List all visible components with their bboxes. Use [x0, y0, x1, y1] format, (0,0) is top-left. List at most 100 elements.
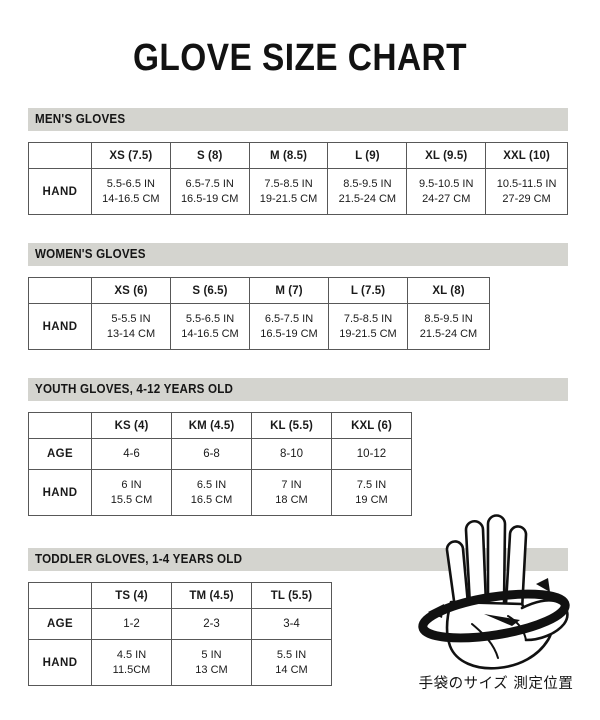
section-band-youth: YOUTH GLOVES, 4-12 YEARS OLD	[28, 378, 568, 401]
cell-hand-xxl: 10.5-11.5 IN 27-29 CM	[485, 168, 568, 215]
cell-line-cm: 15.5 CM	[110, 493, 153, 506]
hand-measure-caption: 手袋のサイズ 測定位置	[418, 676, 574, 692]
cell-age-tl: 3-4	[251, 608, 332, 640]
cell-line-cm: 14 CM	[275, 663, 308, 676]
cell-line-in: 5.5 IN	[276, 648, 307, 661]
section-band-mens: MEN'S GLOVES	[28, 108, 568, 131]
cell-hand-m: 7.5-8.5 IN 19-21.5 CM	[248, 168, 329, 215]
cell-age-ts: 1-2	[91, 608, 172, 640]
row-label-hand: HAND	[28, 639, 92, 686]
cell-line-cm: 19-21.5 CM	[339, 327, 397, 340]
table-corner-cell	[28, 277, 92, 304]
table-row: HAND 5-5.5 IN 13-14 CM 5.5-6.5 IN 14-16.…	[28, 303, 490, 350]
table-corner-cell	[28, 412, 92, 439]
row-label-hand: HAND	[28, 168, 92, 215]
section-toddler-gloves: TODDLER GLOVES, 1-4 YEARS OLD TS (4) TM …	[28, 548, 568, 686]
table-header-row: XS (7.5) S (8) M (8.5) L (9) XL (9.5) XX…	[28, 142, 568, 169]
column-header-xl: XL (9.5)	[406, 142, 487, 169]
table-row: HAND 4.5 IN 11.5CM 5 IN 13 CM 5.5 IN 14 …	[28, 639, 332, 686]
cell-hand-kl: 7 IN 18 CM	[251, 469, 332, 516]
cell-line-in: 7.5-8.5 IN	[343, 312, 393, 325]
cell-line-in: 4.5 IN	[116, 648, 147, 661]
table-mens-gloves: XS (7.5) S (8) M (8.5) L (9) XL (9.5) XX…	[28, 142, 568, 215]
cell-hand-tl: 5.5 IN 14 CM	[251, 639, 332, 686]
row-label-hand: HAND	[28, 469, 92, 516]
cell-hand-tm: 5 IN 13 CM	[171, 639, 252, 686]
cell-line-in: 6 IN	[121, 478, 142, 491]
section-mens-gloves: MEN'S GLOVES XS (7.5) S (8) M (8.5) L (9…	[28, 108, 568, 215]
cell-line-in: 7 IN	[281, 478, 302, 491]
cell-hand-xl: 8.5-9.5 IN 21.5-24 CM	[407, 303, 490, 350]
table-header-row: TS (4) TM (4.5) TL (5.5)	[28, 582, 332, 609]
page-title: GLOVE SIZE CHART	[132, 37, 468, 79]
cell-line-cm: 13-14 CM	[106, 327, 156, 340]
cell-line-cm: 13 CM	[195, 663, 228, 676]
cell-line-in: 5-5.5 IN	[111, 312, 151, 325]
cell-hand-l: 7.5-8.5 IN 19-21.5 CM	[328, 303, 408, 350]
section-band-womens: WOMEN'S GLOVES	[28, 243, 568, 266]
cell-line-in: 9.5-10.5 IN	[419, 177, 474, 190]
cell-hand-l: 8.5-9.5 IN 21.5-24 CM	[327, 168, 408, 215]
column-header-tl: TL (5.5)	[251, 582, 332, 609]
cell-hand-kxl: 7.5 IN 19 CM	[331, 469, 412, 516]
cell-line-in: 10.5-11.5 IN	[496, 177, 557, 190]
column-header-m: M (7)	[249, 277, 329, 304]
column-header-ks: KS (4)	[91, 412, 172, 439]
column-header-xs: XS (6)	[91, 277, 171, 304]
section-youth-gloves: YOUTH GLOVES, 4-12 YEARS OLD KS (4) KM (…	[28, 378, 568, 516]
cell-hand-xs: 5.5-6.5 IN 14-16.5 CM	[90, 168, 171, 215]
column-header-xxl: XXL (10)	[485, 142, 568, 169]
row-label-age: AGE	[28, 608, 92, 640]
table-row: HAND 5.5-6.5 IN 14-16.5 CM 6.5-7.5 IN 16…	[28, 168, 568, 215]
cell-age-tm: 2-3	[171, 608, 252, 640]
cell-line-in: 6.5-7.5 IN	[185, 177, 234, 190]
cell-line-in: 5 IN	[201, 648, 222, 661]
section-band-toddler: TODDLER GLOVES, 1-4 YEARS OLD	[28, 548, 568, 571]
table-toddler-gloves: TS (4) TM (4.5) TL (5.5) AGE 1-2 2-3 3-4…	[28, 582, 332, 686]
cell-line-cm: 11.5CM	[112, 663, 151, 676]
column-header-l: L (9)	[327, 142, 408, 169]
column-header-l: L (7.5)	[328, 277, 408, 304]
cell-hand-s: 6.5-7.5 IN 16.5-19 CM	[169, 168, 250, 215]
table-header-row: KS (4) KM (4.5) KL (5.5) KXL (6)	[28, 412, 412, 439]
cell-line-cm: 21.5-24 CM	[338, 192, 397, 205]
cell-hand-xl: 9.5-10.5 IN 24-27 CM	[406, 168, 487, 215]
hand-measure-icon	[398, 512, 594, 712]
table-row: AGE 4-6 6-8 8-10 10-12	[28, 438, 412, 470]
column-header-kl: KL (5.5)	[251, 412, 332, 439]
cell-line-cm: 21.5-24 CM	[419, 327, 478, 340]
cell-hand-xs: 5-5.5 IN 13-14 CM	[91, 303, 171, 350]
row-label-hand: HAND	[28, 303, 92, 350]
cell-line-in: 6.5 IN	[196, 478, 227, 491]
cell-line-cm: 16.5-19 CM	[180, 192, 239, 205]
cell-age-km: 6-8	[171, 438, 252, 470]
cell-line-in: 5.5-6.5 IN	[106, 177, 155, 190]
cell-age-ks: 4-6	[91, 438, 172, 470]
column-header-s: S (8)	[169, 142, 250, 169]
cell-line-in: 8.5-9.5 IN	[343, 177, 392, 190]
cell-line-in: 5.5-6.5 IN	[185, 312, 235, 325]
cell-line-cm: 14-16.5 CM	[102, 192, 160, 205]
cell-line-in: 7.5 IN	[356, 478, 387, 491]
cell-line-cm: 27-29 CM	[502, 192, 551, 205]
table-row: AGE 1-2 2-3 3-4	[28, 608, 332, 640]
cell-line-cm: 19 CM	[355, 493, 388, 506]
cell-hand-m: 6.5-7.5 IN 16.5-19 CM	[249, 303, 329, 350]
section-band-label-youth: YOUTH GLOVES, 4-12 YEARS OLD	[35, 382, 234, 396]
section-band-label-toddler: TODDLER GLOVES, 1-4 YEARS OLD	[35, 552, 243, 566]
section-womens-gloves: WOMEN'S GLOVES XS (6) S (6.5) M (7) L (7…	[28, 243, 568, 350]
cell-line-cm: 19-21.5 CM	[259, 192, 318, 205]
column-header-xl: XL (8)	[407, 277, 490, 304]
column-header-m: M (8.5)	[248, 142, 329, 169]
section-band-label-womens: WOMEN'S GLOVES	[35, 247, 146, 261]
section-band-label-mens: MEN'S GLOVES	[35, 112, 126, 126]
table-row: HAND 6 IN 15.5 CM 6.5 IN 16.5 CM 7 IN 18…	[28, 469, 412, 516]
cell-hand-ks: 6 IN 15.5 CM	[91, 469, 172, 516]
cell-age-kxl: 10-12	[331, 438, 412, 470]
table-womens-gloves: XS (6) S (6.5) M (7) L (7.5) XL (8) HAND…	[28, 277, 490, 350]
table-corner-cell	[28, 142, 92, 169]
table-youth-gloves: KS (4) KM (4.5) KL (5.5) KXL (6) AGE 4-6…	[28, 412, 412, 516]
table-header-row: XS (6) S (6.5) M (7) L (7.5) XL (8)	[28, 277, 490, 304]
column-header-ts: TS (4)	[91, 582, 172, 609]
